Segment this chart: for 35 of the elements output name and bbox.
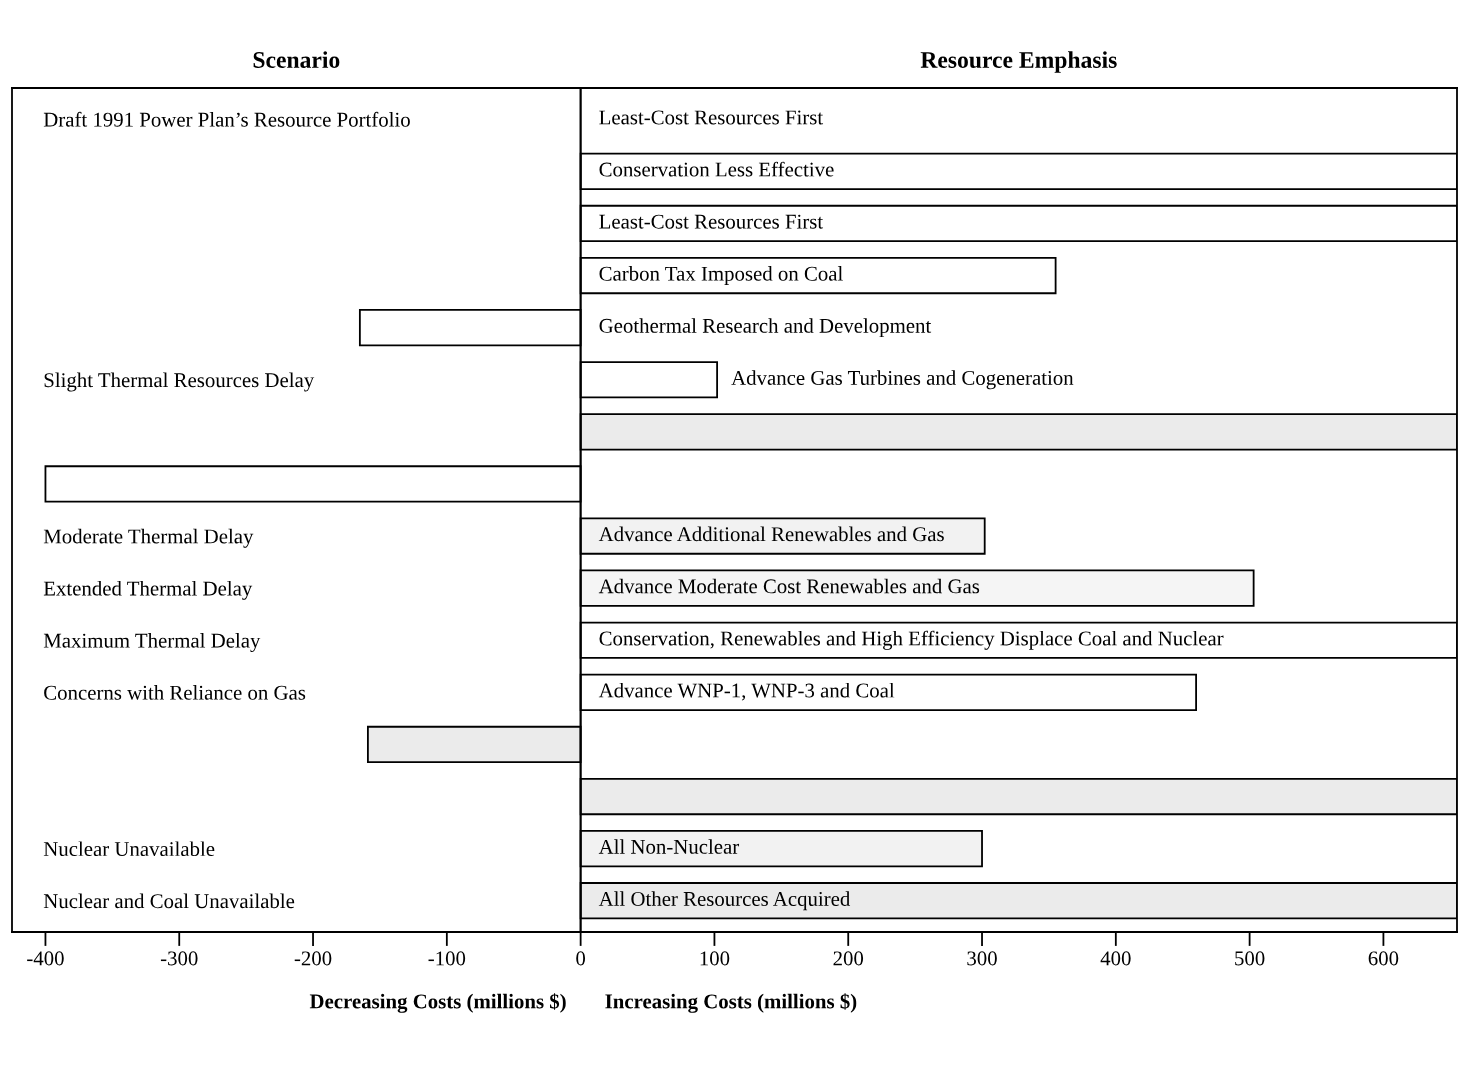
- data-label: Carbon Tax Imposed on Coal: [599, 266, 843, 285]
- data-label: Advance Moderate Cost Renewables and Gas: [598, 578, 980, 594]
- y-tick-label: Nuclear Unavailable: [43, 841, 215, 857]
- data-label: Advance Gas Turbines and Cogeneration: [731, 370, 1074, 390]
- y-tick-label: Maximum Thermal Delay: [43, 633, 261, 652]
- y-tick-label: Moderate Thermal Delay: [43, 528, 254, 548]
- data-label: Least-Cost Resources First: [599, 214, 824, 229]
- y-tick-label: Extended Thermal Delay: [43, 580, 253, 600]
- data-label: All Non-Nuclear: [598, 839, 740, 854]
- data-label: Advance WNP-1, WNP-3 and Coal: [598, 682, 895, 701]
- x-tick-label: -100: [428, 951, 466, 966]
- y-tick-label: Nuclear and Coal Unavailable: [43, 893, 295, 909]
- text: Scenario: [253, 51, 340, 68]
- x-tick-label: 100: [700, 951, 730, 966]
- data-label: Geothermal Research and Development: [599, 318, 932, 338]
- x-tick-label: -400: [27, 951, 64, 966]
- data-label: All Other Resources Acquired: [598, 891, 851, 911]
- x-tick-label: 0: [576, 951, 586, 966]
- x-tick-label: 400: [1100, 951, 1131, 966]
- y-tick-label: Slight Thermal Resources Delay: [44, 372, 315, 392]
- text: Resource Emphasis: [920, 51, 1117, 73]
- x-tick-label: -200: [294, 951, 332, 966]
- data-label: Conservation Less Effective: [599, 161, 834, 177]
- x-tick-label: 500: [1235, 951, 1265, 966]
- data-label: Conservation, Renewables and High Efficiency Displace Coal and Nuclear: [599, 630, 1224, 650]
- data-label: Advance Additional Renewables and Gas: [598, 526, 944, 542]
- text: Least-Cost Resources First: [599, 110, 824, 125]
- y-tick-label: Draft 1991 Power Plan’s Resource Portfolio: [43, 111, 410, 127]
- x-tick-label: -300: [160, 951, 198, 966]
- y-tick-label: Concerns with Reliance on Gas: [44, 685, 306, 700]
- x-tick-label: 300: [967, 951, 997, 966]
- text: Increasing Costs (millions $): [605, 993, 857, 1013]
- x-tick-label: 600: [1368, 951, 1399, 966]
- x-tick-label: 200: [833, 951, 864, 966]
- text: Decreasing Costs (millions $): [309, 993, 566, 1013]
